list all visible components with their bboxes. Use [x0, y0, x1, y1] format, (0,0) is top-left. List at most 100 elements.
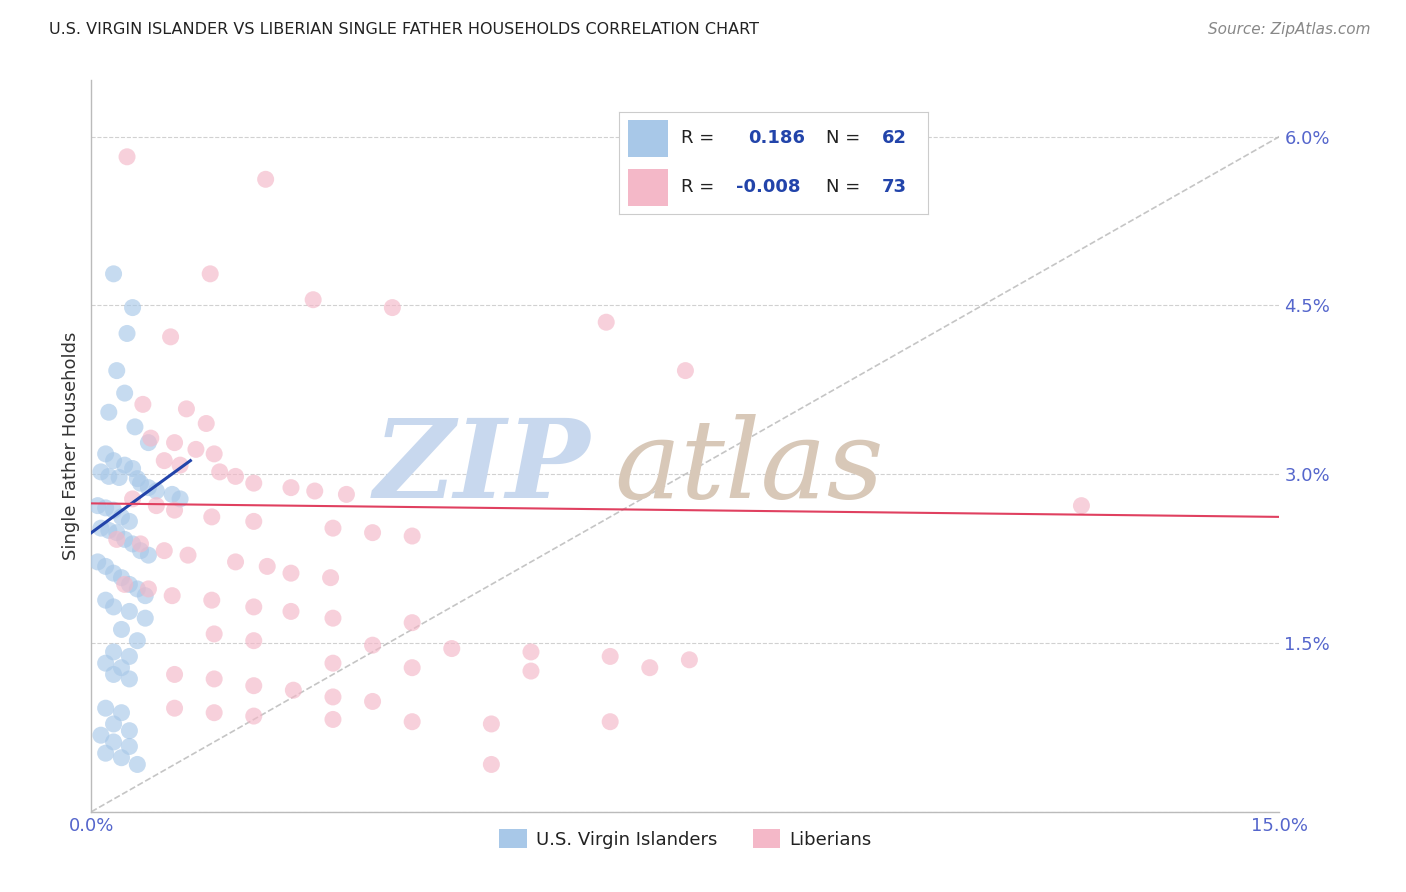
Point: [115, 326, 138, 341]
Text: N =: N =: [825, 129, 860, 147]
Point: [145, 483, 167, 498]
Point: [127, 582, 149, 596]
Point: [202, 706, 225, 720]
Text: R =: R =: [681, 178, 714, 196]
Point: [176, 401, 198, 416]
Text: ZIP: ZIP: [374, 414, 591, 522]
Point: [401, 615, 423, 630]
Point: [110, 623, 132, 637]
Point: [479, 757, 502, 772]
Point: [114, 577, 136, 591]
Point: [280, 566, 302, 581]
Point: [127, 757, 149, 772]
Text: Source: ZipAtlas.com: Source: ZipAtlas.com: [1208, 22, 1371, 37]
Point: [94, 746, 117, 760]
Point: [138, 548, 160, 562]
Point: [242, 476, 264, 491]
Point: [599, 649, 621, 664]
Point: [118, 577, 141, 591]
Point: [160, 487, 183, 501]
Point: [127, 472, 149, 486]
Point: [103, 667, 125, 681]
Point: [110, 661, 132, 675]
Point: [361, 525, 384, 540]
Point: [401, 661, 423, 675]
Point: [225, 469, 247, 483]
Point: [302, 293, 325, 307]
Point: [225, 555, 247, 569]
Point: [115, 150, 138, 164]
Point: [103, 735, 125, 749]
Point: [599, 714, 621, 729]
Point: [103, 566, 125, 581]
Point: [118, 739, 141, 754]
Point: [103, 267, 125, 281]
Point: [195, 417, 218, 431]
Point: [138, 582, 160, 596]
Point: [103, 599, 125, 614]
Point: [127, 633, 149, 648]
Point: [105, 525, 128, 540]
Point: [103, 645, 125, 659]
Point: [280, 481, 302, 495]
Point: [322, 521, 344, 535]
Point: [283, 683, 305, 698]
Point: [254, 172, 277, 186]
Point: [595, 315, 617, 329]
Point: [134, 611, 156, 625]
Point: [108, 470, 131, 484]
Point: [361, 638, 384, 652]
Point: [103, 717, 125, 731]
Point: [440, 641, 463, 656]
Point: [90, 521, 112, 535]
Point: [129, 537, 152, 551]
Text: R =: R =: [681, 129, 714, 147]
Point: [163, 701, 186, 715]
Point: [129, 543, 152, 558]
Point: [335, 487, 357, 501]
Point: [121, 301, 143, 315]
Point: [94, 559, 117, 574]
Point: [319, 571, 342, 585]
Point: [242, 633, 264, 648]
Point: [202, 447, 225, 461]
Point: [1070, 499, 1092, 513]
Point: [121, 491, 143, 506]
Bar: [628, 120, 668, 157]
Point: [256, 559, 278, 574]
Point: [177, 548, 200, 562]
Point: [114, 533, 136, 547]
Point: [134, 589, 156, 603]
Text: -0.008: -0.008: [737, 178, 800, 196]
Point: [201, 509, 224, 524]
Point: [139, 431, 162, 445]
Point: [322, 713, 344, 727]
Point: [121, 461, 143, 475]
Point: [110, 509, 132, 524]
Text: U.S. VIRGIN ISLANDER VS LIBERIAN SINGLE FATHER HOUSEHOLDS CORRELATION CHART: U.S. VIRGIN ISLANDER VS LIBERIAN SINGLE …: [49, 22, 759, 37]
Point: [520, 645, 543, 659]
Point: [201, 593, 224, 607]
Point: [280, 604, 302, 618]
Point: [90, 728, 112, 742]
Point: [97, 524, 120, 538]
Point: [153, 453, 176, 467]
Point: [242, 599, 264, 614]
Point: [94, 701, 117, 715]
Point: [159, 330, 181, 344]
Point: [118, 515, 141, 529]
Point: [198, 267, 221, 281]
Point: [132, 397, 155, 411]
Point: [242, 709, 264, 723]
Text: 73: 73: [882, 178, 907, 196]
Point: [361, 694, 384, 708]
Point: [145, 499, 167, 513]
Point: [163, 667, 186, 681]
Point: [160, 589, 183, 603]
Point: [242, 679, 264, 693]
Point: [121, 537, 143, 551]
Text: 62: 62: [882, 129, 907, 147]
Point: [138, 435, 160, 450]
Point: [322, 656, 344, 670]
Point: [110, 706, 132, 720]
